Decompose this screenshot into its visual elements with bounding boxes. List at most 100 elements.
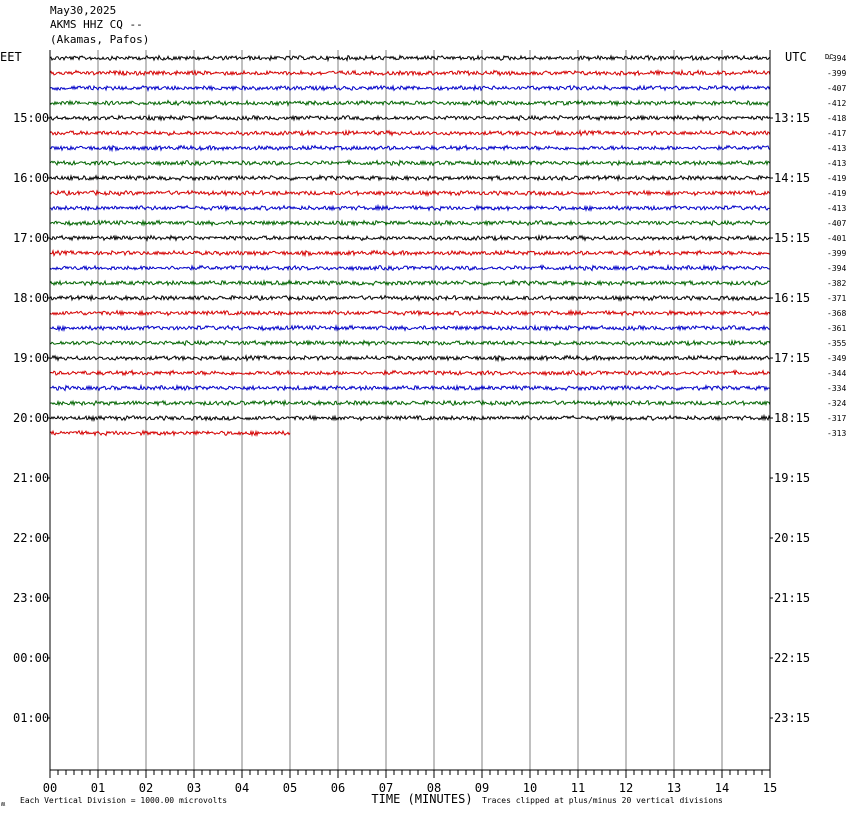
- seismic-trace: [49, 98, 771, 107]
- seismic-trace: [49, 339, 771, 348]
- dc-offset-label: -419: [827, 189, 846, 198]
- right-hour-label: 19:15: [774, 471, 810, 485]
- clip-note: Traces clipped at plus/minus 20 vertical…: [482, 796, 723, 805]
- x-tick-label: 08: [427, 781, 441, 795]
- dc-offset-label: -394: [827, 264, 846, 273]
- x-tick-label: 10: [523, 781, 537, 795]
- header-date: May30,2025: [50, 4, 117, 17]
- seismic-trace: [49, 308, 771, 317]
- seismic-trace: [49, 219, 771, 227]
- dc-offset-label: -394: [827, 54, 846, 63]
- x-tick-label: 01: [91, 781, 105, 795]
- seismic-trace: [49, 83, 771, 92]
- right-timezone-label: UTC: [785, 50, 807, 64]
- x-tick-label: 13: [667, 781, 681, 795]
- x-tick-label: 04: [235, 781, 249, 795]
- right-hour-label: 22:15: [774, 651, 810, 665]
- dc-offset-label: -361: [827, 324, 846, 333]
- x-tick-label: 02: [139, 781, 153, 795]
- left-hour-label: 16:00: [13, 171, 49, 185]
- seismic-trace: [49, 203, 771, 212]
- dc-offset-label: -407: [827, 219, 846, 228]
- seismic-trace: [49, 353, 771, 363]
- seismic-trace: [49, 68, 771, 77]
- right-hour-label: 20:15: [774, 531, 810, 545]
- left-hour-label: 20:00: [13, 411, 49, 425]
- x-tick-label: 15: [763, 781, 777, 795]
- x-tick-label: 11: [571, 781, 585, 795]
- seismic-trace: [49, 114, 771, 123]
- dc-offset-label: -313: [827, 429, 846, 438]
- dc-offset-label: -401: [827, 234, 846, 243]
- right-hour-label: 21:15: [774, 591, 810, 605]
- dc-offset-label: -407: [827, 84, 846, 93]
- seismic-trace: [49, 189, 771, 197]
- corner-mark: ʍ: [1, 800, 6, 808]
- x-tick-label: 06: [331, 781, 345, 795]
- right-hour-label: 14:15: [774, 171, 810, 185]
- dc-offset-label: -324: [827, 399, 846, 408]
- seismic-trace: [49, 413, 771, 422]
- dc-offset-label: -413: [827, 144, 846, 153]
- x-tick-label: 07: [379, 781, 393, 795]
- right-hour-label: 18:15: [774, 411, 810, 425]
- seismic-trace: [49, 263, 771, 272]
- seismic-trace: [49, 369, 771, 377]
- x-tick-label: 12: [619, 781, 633, 795]
- right-hour-label: 15:15: [774, 231, 810, 245]
- dc-offset-label: -399: [827, 69, 846, 78]
- x-tick-label: 09: [475, 781, 489, 795]
- dc-offset-label: -413: [827, 159, 846, 168]
- seismic-trace: [49, 128, 771, 137]
- left-hour-label: 19:00: [13, 351, 49, 365]
- dc-offset-label: -399: [827, 249, 846, 258]
- right-hour-label: 23:15: [774, 711, 810, 725]
- dc-offset-label: -413: [827, 204, 846, 213]
- left-hour-label: 23:00: [13, 591, 49, 605]
- left-hour-label: 21:00: [13, 471, 49, 485]
- seismic-trace: [49, 158, 771, 167]
- dc-offset-label: -334: [827, 384, 846, 393]
- seismic-trace: [49, 279, 771, 287]
- seismic-trace: [49, 234, 771, 243]
- right-hour-label: 16:15: [774, 291, 810, 305]
- left-hour-label: 01:00: [13, 711, 49, 725]
- left-hour-label: 15:00: [13, 111, 49, 125]
- seismic-trace: [49, 398, 771, 407]
- left-hour-label: 00:00: [13, 651, 49, 665]
- dc-offset-label: -417: [827, 129, 846, 138]
- header-station: AKMS HHZ CQ --: [50, 18, 143, 31]
- x-tick-label: 03: [187, 781, 201, 795]
- left-hour-label: 22:00: [13, 531, 49, 545]
- dc-offset-label: -418: [827, 114, 846, 123]
- left-hour-label: 17:00: [13, 231, 49, 245]
- seismic-trace: [49, 144, 771, 153]
- right-hour-label: 17:15: [774, 351, 810, 365]
- dc-offset-label: -355: [827, 339, 846, 348]
- dc-offset-label: -344: [827, 369, 846, 378]
- left-timezone-label: EET: [0, 50, 22, 64]
- seismic-trace: [49, 293, 771, 302]
- x-tick-label: 05: [283, 781, 297, 795]
- dc-offset-label: -412: [827, 99, 846, 108]
- dc-offset-label: -382: [827, 279, 846, 288]
- left-hour-label: 18:00: [13, 291, 49, 305]
- dc-offset-label: -349: [827, 354, 846, 363]
- seismic-trace: [49, 248, 771, 258]
- dc-offset-label: -368: [827, 309, 846, 318]
- scale-note: Each Vertical Division = 1000.00 microvo…: [20, 796, 227, 805]
- x-tick-label: 00: [43, 781, 57, 795]
- dc-offset-label: -419: [827, 174, 846, 183]
- seismic-trace: [49, 54, 771, 63]
- seismic-trace: [49, 429, 291, 437]
- dc-header-label: DC: [825, 53, 833, 61]
- seismic-trace: [49, 173, 771, 182]
- right-hour-label: 13:15: [774, 111, 810, 125]
- seismic-trace: [49, 324, 771, 332]
- x-tick-label: 14: [715, 781, 729, 795]
- dc-offset-label: -317: [827, 414, 846, 423]
- dc-offset-label: -371: [827, 294, 846, 303]
- header-location: (Akamas, Pafos): [50, 33, 150, 46]
- seismic-trace: [49, 383, 771, 392]
